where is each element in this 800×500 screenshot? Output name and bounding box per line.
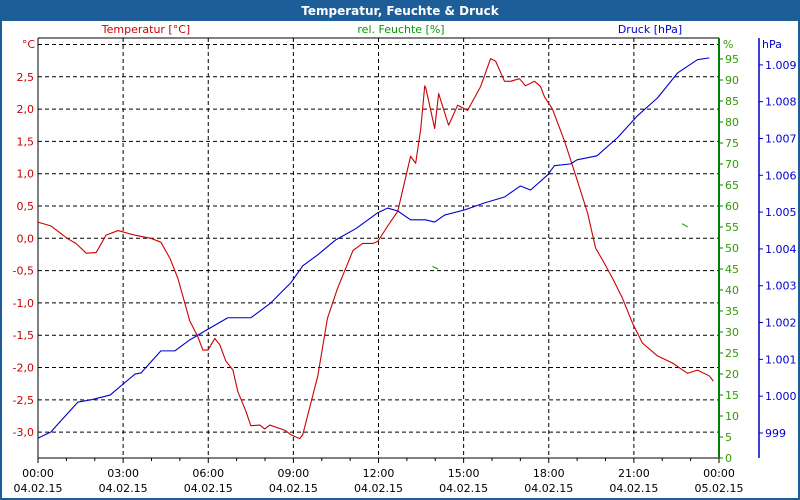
x-tick-time: 00:00 <box>703 467 735 480</box>
x-tick-time: 03:00 <box>107 467 139 480</box>
x-tick-date: 04.02.15 <box>524 482 573 495</box>
x-tick-time: 21:00 <box>618 467 650 480</box>
humidity-tick-label: 35 <box>725 305 739 318</box>
temperature-tick-label: -2,0 <box>13 362 34 375</box>
x-tick-time: 12:00 <box>363 467 395 480</box>
temperature-tick-label: -2,5 <box>13 394 34 407</box>
humidity-tick-label: 45 <box>725 263 739 276</box>
pressure-tick-label: 1.004 <box>765 243 797 256</box>
pressure-tick-label: 1.007 <box>765 132 797 145</box>
x-tick-time: 06:00 <box>192 467 224 480</box>
x-tick-date: 04.02.15 <box>439 482 488 495</box>
pressure-tick-label: 1.009 <box>765 59 797 72</box>
pressure-tick-label: 1.008 <box>765 96 797 109</box>
x-tick-time: 15:00 <box>448 467 480 480</box>
humidity-tick-label: 55 <box>725 221 739 234</box>
humidity-tick-label: 75 <box>725 137 739 150</box>
x-tick-date: 04.02.15 <box>14 482 63 495</box>
humidity-tick-label: 10 <box>725 410 739 423</box>
pressure-tick-label: 1.002 <box>765 317 797 330</box>
temperature-tick-label: 0,0 <box>17 232 35 245</box>
temperature-tick-label: 0,5 <box>17 200 35 213</box>
temperature-tick-label: -1,5 <box>13 329 34 342</box>
humidity-tick-label: 5 <box>725 431 732 444</box>
humidity-line-segment <box>432 266 439 270</box>
humidity-tick-label: 65 <box>725 179 739 192</box>
x-tick-date: 04.02.15 <box>609 482 658 495</box>
pressure-tick-label: 1.001 <box>765 353 797 366</box>
x-tick-date: 04.02.15 <box>354 482 403 495</box>
x-tick-date: 04.02.15 <box>99 482 148 495</box>
pressure-tick-label: 1.003 <box>765 280 797 293</box>
humidity-tick-label: 20 <box>725 368 739 381</box>
humidity-unit: % <box>723 38 733 51</box>
pressure-tick-label: 999 <box>765 427 786 440</box>
humidity-tick-label: 0 <box>725 452 732 465</box>
humidity-tick-label: 95 <box>725 53 739 66</box>
temperature-tick-label: -1,0 <box>13 297 34 310</box>
pressure-tick-label: 1.006 <box>765 169 797 182</box>
x-tick-date: 05.02.15 <box>695 482 744 495</box>
humidity-tick-label: 70 <box>725 158 739 171</box>
temperature-series-line <box>37 58 714 440</box>
x-tick-time: 09:00 <box>278 467 310 480</box>
x-tick-time: 00:00 <box>22 467 54 480</box>
pressure-axis-title: Druck [hPa] <box>618 23 682 36</box>
pressure-unit: hPa <box>762 38 782 51</box>
temperature-unit: °C <box>22 38 36 51</box>
x-tick-date: 04.02.15 <box>269 482 318 495</box>
temperature-tick-label: -0,5 <box>13 265 34 278</box>
humidity-tick-label: 30 <box>725 326 739 339</box>
window-title: Temperatur, Feuchte & Druck <box>2 2 798 21</box>
pressure-series-line <box>37 57 710 439</box>
humidity-tick-label: 85 <box>725 95 739 108</box>
humidity-line-segment <box>681 223 689 228</box>
humidity-tick-label: 15 <box>725 389 739 402</box>
temperature-tick-label: 1,5 <box>17 135 35 148</box>
temperature-tick-label: -3,0 <box>13 426 34 439</box>
temperature-tick-label: 2,0 <box>17 103 35 116</box>
x-tick-time: 18:00 <box>533 467 565 480</box>
humidity-tick-label: 90 <box>725 74 739 87</box>
humidity-tick-label: 50 <box>725 242 739 255</box>
temperature-tick-label: 1,0 <box>17 168 35 181</box>
humidity-axis-title: rel. Feuchte [%] <box>357 23 444 36</box>
humidity-tick-label: 40 <box>725 284 739 297</box>
x-tick-date: 04.02.15 <box>184 482 233 495</box>
humidity-tick-label: 25 <box>725 347 739 360</box>
pressure-tick-label: 1.000 <box>765 390 797 403</box>
temperature-axis-title: Temperatur [°C] <box>101 23 190 36</box>
humidity-tick-label: 80 <box>725 116 739 129</box>
temperature-tick-label: 2,5 <box>17 71 35 84</box>
humidity-tick-label: 60 <box>725 200 739 213</box>
pressure-tick-label: 1.005 <box>765 206 797 219</box>
